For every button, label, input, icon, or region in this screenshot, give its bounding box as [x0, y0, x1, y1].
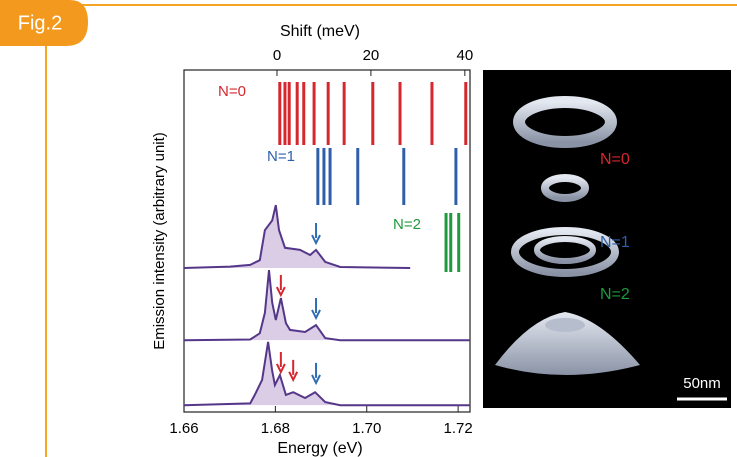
plot-frame — [183, 69, 471, 413]
x-tick-label: 1.66 — [169, 420, 198, 437]
image-label: N=0 — [600, 151, 630, 168]
mesa — [495, 312, 640, 375]
spectrum-area — [184, 341, 470, 406]
ring-n0 — [513, 96, 617, 148]
arrow — [288, 359, 299, 383]
arrow — [311, 297, 321, 321]
arrow — [275, 275, 286, 298]
spectrum-area — [184, 270, 470, 341]
arrow — [311, 362, 321, 386]
ring-n2-inner — [534, 236, 596, 264]
spectrum-area — [184, 205, 411, 269]
image-panel: 50nm — [483, 70, 731, 408]
spectrum-line — [183, 341, 470, 407]
x2-tick-label: 20 — [363, 47, 380, 64]
figure-label: Fig.2 — [18, 12, 62, 34]
arrow — [311, 223, 321, 246]
arrow — [275, 351, 286, 375]
x2-tick-label: 0 — [273, 47, 281, 64]
transition-label: N=1 — [267, 148, 295, 165]
x-tick-label: 1.72 — [444, 420, 473, 437]
x2-tick-label: 40 — [456, 47, 473, 64]
x-tick-label: 1.68 — [261, 420, 290, 437]
ring-n2-outer — [511, 227, 619, 277]
y-axis-label: Emission intensity (arbitrary unit) — [151, 132, 168, 350]
spectrum-line — [183, 204, 411, 269]
ring-n1 — [541, 174, 589, 202]
figure-badge — [0, 0, 88, 46]
transition-label: N=0 — [218, 83, 246, 100]
x-tick-label: 1.70 — [352, 420, 381, 437]
spectrum-line — [183, 270, 470, 342]
x-axis-label: Energy (eV) — [277, 440, 362, 457]
image-label: N=2 — [600, 286, 630, 303]
transition-label: N=2 — [393, 216, 421, 233]
scale-bar-label: 50nm — [683, 375, 721, 392]
image-label: N=1 — [600, 234, 630, 251]
mesa-top — [545, 318, 585, 332]
x2-axis-label: Shift (meV) — [280, 23, 360, 40]
